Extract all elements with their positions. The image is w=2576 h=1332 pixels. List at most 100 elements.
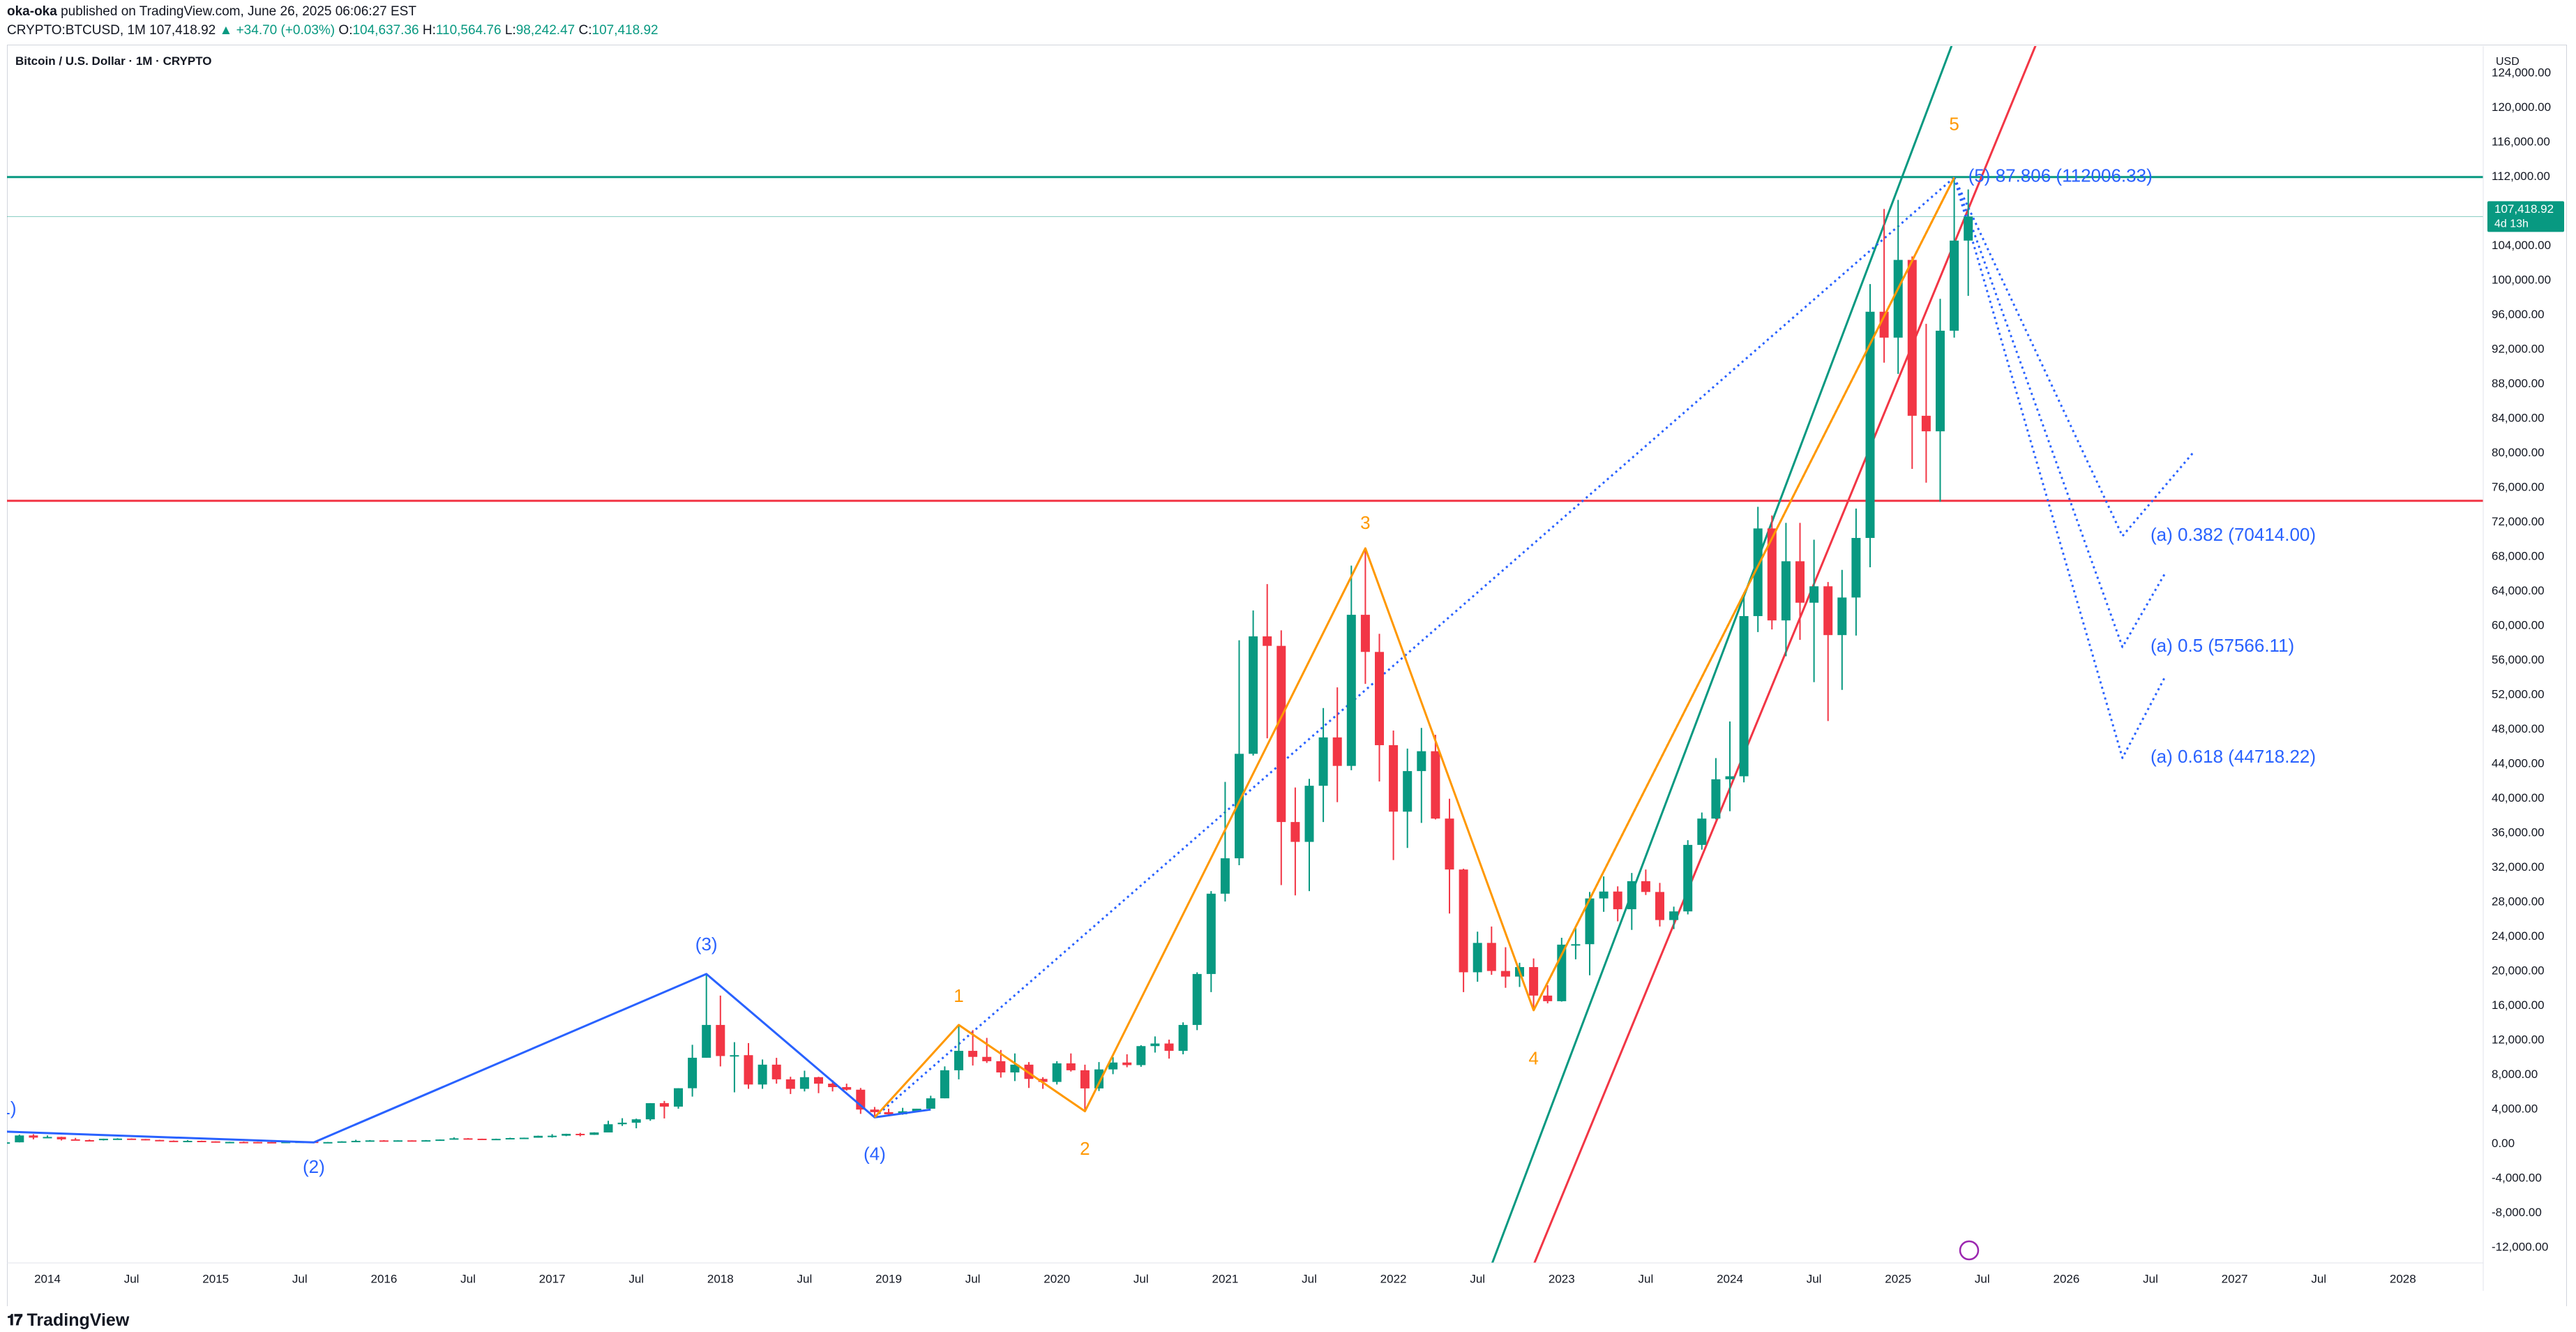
candle-body: [1403, 771, 1413, 812]
candle-body: [1936, 330, 1945, 432]
candle-body: [1080, 1070, 1090, 1088]
y-tick-label: 80,000.00: [2492, 446, 2545, 459]
fib-annotation: (5) 87.806 (112006.33): [1968, 165, 2153, 186]
projection-path: [1953, 177, 2194, 537]
candle-body: [1318, 737, 1328, 786]
y-tick-label: 4,000.00: [2492, 1102, 2538, 1116]
x-tick-label: Jul: [1470, 1272, 1485, 1285]
candle-body: [15, 1135, 24, 1143]
x-tick-label: Jul: [965, 1272, 981, 1285]
candle-body: [421, 1140, 431, 1142]
candle-body: [1500, 971, 1510, 977]
candle-body: [1655, 892, 1664, 920]
candle-body: [1571, 944, 1581, 946]
candle-body: [1669, 911, 1679, 920]
candle-body: [365, 1140, 375, 1142]
publish-date: published on TradingView.com, June 26, 2…: [61, 4, 416, 19]
candle-body: [1921, 415, 1931, 432]
x-tick-label: 2017: [539, 1272, 566, 1285]
candle-body: [323, 1142, 333, 1144]
candle-body: [1865, 311, 1875, 538]
y-tick-label: 72,000.00: [2492, 515, 2545, 528]
candle-body: [1472, 943, 1482, 973]
candle-body: [505, 1138, 515, 1140]
candle-body: [1360, 615, 1370, 652]
y-tick-label: 112,000.00: [2492, 170, 2550, 183]
candle-body: [912, 1108, 921, 1112]
y-tick-label: 84,000.00: [2492, 412, 2545, 425]
candle-body: [814, 1077, 823, 1084]
candle-body: [1725, 776, 1735, 779]
y-tick-label: 36,000.00: [2492, 826, 2545, 839]
author-name[interactable]: oka-oka: [7, 4, 57, 19]
y-tick-label: 56,000.00: [2492, 653, 2545, 666]
candle-body: [870, 1109, 880, 1112]
candle-body: [589, 1132, 599, 1135]
ohlc-legend: CRYPTO:BTCUSD, 1M 107,418.92 ▲ +34.70 (+…: [7, 23, 658, 38]
candle-body: [7, 1142, 10, 1144]
candle-body: [1389, 744, 1399, 812]
x-tick-label: Jul: [1302, 1272, 1317, 1285]
x-tick-label: Jul: [797, 1272, 813, 1285]
candle-body: [1094, 1069, 1104, 1088]
candle-body: [1613, 891, 1622, 910]
candle-body: [799, 1077, 809, 1089]
y-tick-label: 120,000.00: [2492, 100, 2551, 114]
candle-body: [1950, 240, 1959, 331]
candle-body: [239, 1142, 248, 1144]
x-tick-label: Jul: [124, 1272, 140, 1285]
y-tick-label: 48,000.00: [2492, 722, 2545, 735]
candle-body: [674, 1088, 683, 1107]
wave-label: 2: [1080, 1138, 1090, 1159]
candle-body: [575, 1133, 585, 1135]
x-tick-label: Jul: [1975, 1272, 1990, 1285]
candle-body: [1739, 615, 1749, 777]
candle-body: [1136, 1046, 1146, 1065]
price-change: ▲ +34.70 (+0.03%): [219, 23, 336, 38]
candle-body: [98, 1139, 108, 1141]
candle-body: [716, 1024, 725, 1056]
candle-body: [1178, 1024, 1188, 1052]
y-tick-label: 0.00: [2492, 1137, 2515, 1150]
y-tick-label: 60,000.00: [2492, 619, 2545, 632]
candle-body: [1249, 636, 1258, 754]
candle-body: [253, 1142, 262, 1144]
y-tick-label: 32,000.00: [2492, 860, 2545, 874]
candle-body: [603, 1124, 613, 1132]
candle-body: [940, 1070, 949, 1099]
tradingview-logo[interactable]: 𝟏𝟕 TradingView: [7, 1310, 129, 1330]
candle-body: [1220, 858, 1230, 894]
x-tick-label: Jul: [2143, 1272, 2158, 1285]
candle-body: [1346, 615, 1356, 766]
candle-body: [1431, 751, 1440, 819]
candle-body: [1823, 586, 1833, 636]
fib-annotation: (a) 0.382 (70414.00): [2151, 524, 2316, 545]
candle-body: [281, 1142, 291, 1144]
candle-body: [1290, 822, 1300, 842]
currency-label[interactable]: USD: [2496, 56, 2519, 68]
candle-body: [29, 1135, 38, 1138]
y-tick-label: 12,000.00: [2492, 1033, 2545, 1047]
x-tick-label: 2018: [707, 1272, 734, 1285]
candle-body: [730, 1055, 739, 1057]
y-tick-label: 24,000.00: [2492, 929, 2545, 943]
blue-dotted-trendline: [873, 177, 1955, 1118]
candle-body: [1641, 881, 1650, 892]
replay-icon[interactable]: [1959, 1240, 1980, 1261]
candle-body: [1235, 754, 1244, 859]
wave-label: (2): [303, 1156, 325, 1177]
low-value: 98,242.47: [515, 23, 575, 38]
candle-body: [1108, 1062, 1118, 1070]
x-tick-label: Jul: [1807, 1272, 1822, 1285]
candle-body: [393, 1140, 402, 1142]
x-tick-label: Jul: [1133, 1272, 1149, 1285]
footer: [0, 1306, 2576, 1332]
y-tick-label: 92,000.00: [2492, 343, 2545, 356]
price-badge-value: 107,418.92: [2494, 202, 2554, 216]
candle-body: [785, 1079, 795, 1089]
candle-body: [842, 1087, 852, 1090]
x-tick-label: 2026: [2053, 1272, 2079, 1285]
candle-body: [1459, 869, 1468, 973]
symbol-interval[interactable]: CRYPTO:BTCUSD, 1M: [7, 23, 146, 38]
